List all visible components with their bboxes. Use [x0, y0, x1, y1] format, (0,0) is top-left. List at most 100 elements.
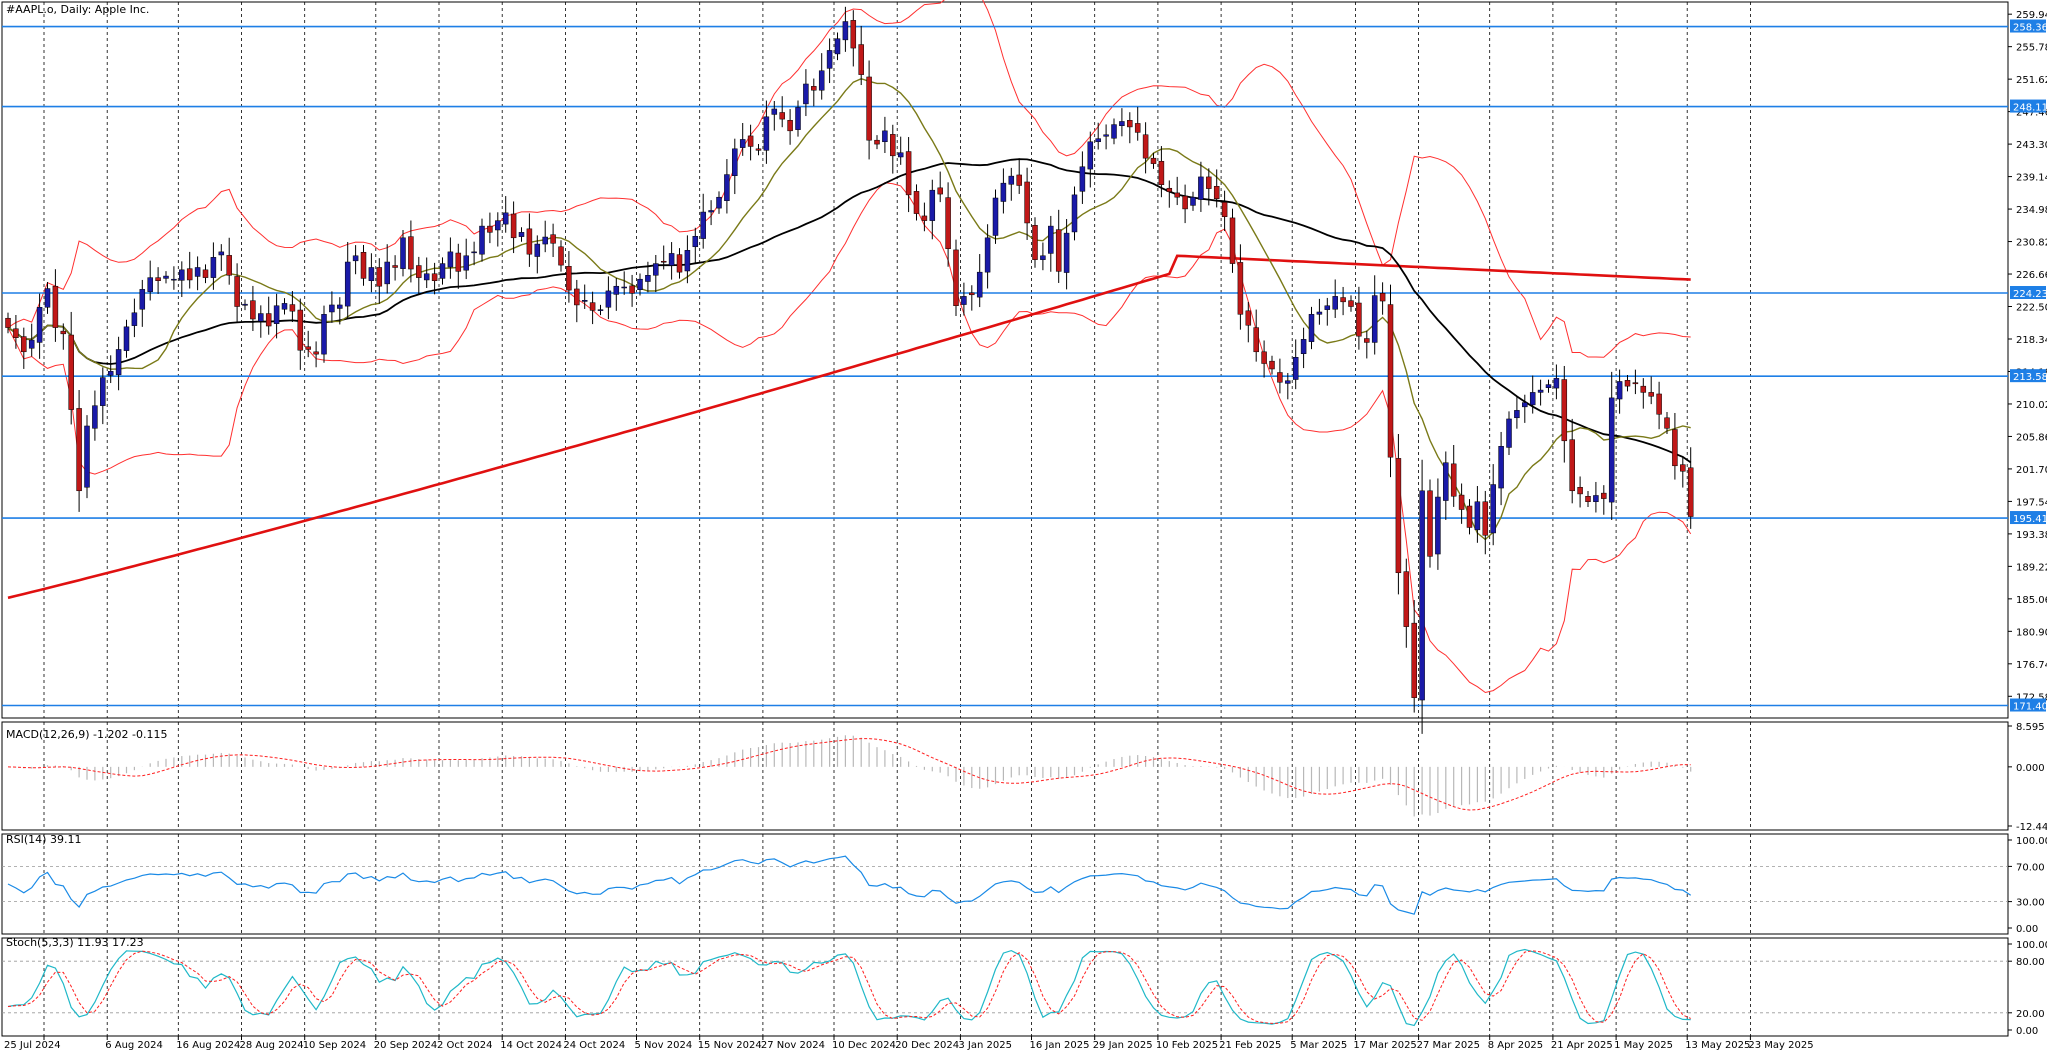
candle-bear [5, 317, 11, 328]
indicator-tick-label: 0.00 [2016, 924, 2038, 935]
candle-bear [1024, 181, 1030, 224]
candle-bull [179, 269, 185, 281]
candle-bear [1672, 429, 1678, 467]
candle-bull [984, 237, 991, 273]
candle-bear [1569, 439, 1575, 492]
candle-bull [218, 251, 225, 256]
ma-fast-line [7, 77, 1691, 541]
candle-bear [76, 408, 82, 492]
candle-bull [739, 139, 746, 148]
candle-bull [1285, 380, 1291, 384]
price-tick-label: 172.58 [2016, 692, 2047, 703]
price-tick-label: 239.14 [2016, 173, 2047, 184]
candle-bull [1332, 296, 1338, 310]
candle-bull [479, 225, 485, 255]
candle-bear [1150, 157, 1157, 164]
candle-bear [937, 187, 943, 195]
time-tick-label: 14 Oct 2024 [500, 1040, 562, 1051]
candle-bull [1490, 484, 1496, 534]
level-tag [2010, 511, 2046, 525]
candle-bull [929, 189, 936, 221]
candle-bear [1387, 304, 1394, 458]
candle-bear [313, 351, 319, 355]
candle-bull [961, 296, 967, 305]
bollinger-lower-line [7, 182, 1692, 694]
candle-bull [763, 116, 770, 151]
price-tick-label: 230.82 [2016, 238, 2047, 249]
time-tick-label: 8 Apr 2025 [1488, 1040, 1543, 1051]
candle-bear [1277, 372, 1283, 383]
candle-bull [1529, 392, 1536, 406]
candle-bull [668, 253, 675, 266]
candle-bear [289, 304, 296, 312]
candle-bear [1237, 262, 1244, 315]
candle-bear [890, 134, 896, 157]
candle-bull [258, 313, 264, 322]
candle-bear [1134, 123, 1141, 133]
candle-bear [1213, 186, 1220, 200]
candle-bear [1395, 458, 1402, 574]
candle-bear [558, 246, 564, 266]
candle-bear [1340, 297, 1346, 303]
indicator-tick-label: 100.00 [2016, 940, 2047, 951]
macd-panel-frame [1, 721, 2009, 831]
candle-bear [1269, 360, 1275, 370]
candle-bear [1577, 487, 1583, 495]
stoch-main-line [7, 948, 1691, 1027]
time-tick-label: 25 Jul 2024 [4, 1040, 61, 1051]
candle-bear [1561, 379, 1568, 442]
time-tick-label: 10 Feb 2025 [1156, 1040, 1218, 1051]
candle-bear [858, 44, 864, 75]
candle-bull [716, 196, 722, 209]
candle-bull [439, 263, 446, 279]
level-tag-label: 224.23 [2013, 289, 2047, 300]
candle-bear [676, 254, 683, 273]
candle-bear [1458, 494, 1465, 510]
candle-bear [234, 276, 240, 307]
candle-bull [1371, 295, 1378, 343]
indicator-tick-label: 0.000 [2016, 763, 2045, 774]
candle-bear [913, 191, 920, 214]
candle-bear [787, 120, 793, 132]
candle-bear [1142, 134, 1149, 159]
candle-bear [13, 328, 19, 338]
macd-title: MACD(12,26,9) -1.202 -0.115 [6, 728, 167, 741]
candle-bull [771, 108, 778, 115]
candle-bull [1498, 446, 1504, 489]
chart-title: #AAPL.o, Daily: Apple Inc. [6, 3, 149, 16]
indicator-tick-label: 80.00 [2016, 957, 2045, 968]
candle-bull [36, 307, 43, 343]
candle-bear [905, 151, 912, 196]
candle-bull [447, 251, 454, 268]
indicator-tick-label: -12.444 [2016, 822, 2047, 833]
candle-bear [953, 249, 959, 306]
time-tick-label: 27 Nov 2024 [761, 1040, 825, 1051]
candle-bear [68, 334, 74, 410]
candle-bear [566, 266, 572, 291]
candle-bear [1016, 174, 1022, 186]
macd-signal-line [7, 738, 1691, 811]
candle-bear [747, 135, 754, 147]
price-tick-label: 226.66 [2016, 270, 2047, 281]
candle-bull [1198, 176, 1204, 200]
candle-bear [416, 265, 422, 278]
candle-bear [1032, 225, 1038, 260]
price-tick-label: 176.74 [2016, 660, 2047, 671]
candle-bull [1593, 495, 1599, 502]
candle-bull [1087, 141, 1094, 170]
time-tick-label: 17 Mar 2025 [1353, 1040, 1416, 1051]
candle-bull [826, 50, 833, 69]
candle-bull [708, 210, 714, 213]
candle-bull [1071, 194, 1078, 233]
time-tick-label: 13 May 2025 [1685, 1040, 1750, 1051]
candle-bear [1427, 490, 1433, 557]
candle-bear [1127, 120, 1133, 128]
candle-bear [226, 255, 232, 276]
candle-bull [1048, 225, 1054, 254]
candle-bull [605, 290, 612, 308]
candle-bull [147, 277, 153, 292]
time-tick-label: 24 Oct 2024 [563, 1040, 625, 1051]
candle-bear [629, 285, 635, 294]
candle-bear [392, 265, 398, 268]
main-panel-frame [1, 1, 2009, 719]
